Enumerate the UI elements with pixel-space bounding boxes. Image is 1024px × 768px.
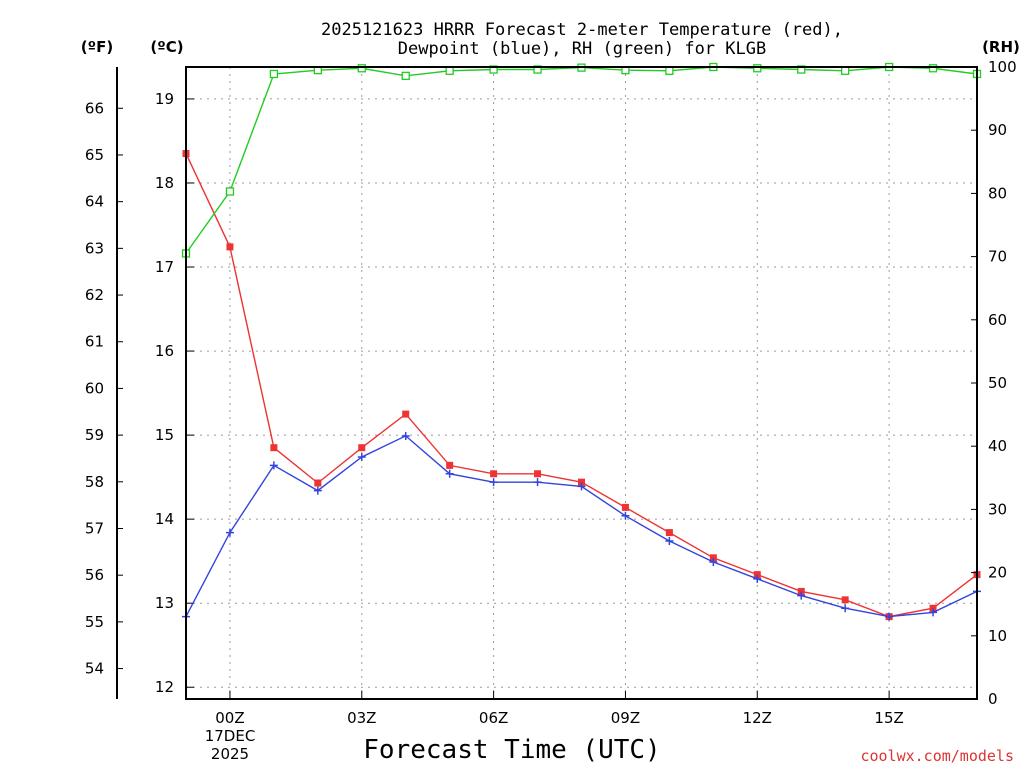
celsius-tick-label: 17 [155,258,174,276]
temperature-point [841,596,849,604]
dewpoint-point [489,478,498,487]
temperature-point [226,243,234,251]
temperature-point [929,604,937,612]
temperature-point [621,503,629,511]
dewpoint-point [621,511,630,520]
rh-point [445,66,454,75]
rh-line [185,66,978,254]
temperature-point [446,461,454,469]
rh-point [928,64,938,73]
rh-point [269,69,279,79]
dewpoint-point [269,461,278,470]
rh-tick-label: 100 [988,58,1017,76]
fahrenheit-tick-label: 55 [85,613,104,631]
rh-point [753,64,762,73]
dewpoint-point [533,478,542,487]
celsius-tick-label: 18 [155,174,174,192]
gridlines [186,67,977,699]
rh-tick-label: 40 [988,437,1007,455]
dewpoint-point [797,591,806,600]
rh-tick-label: 60 [988,311,1007,329]
rh-unit-label: (RH) [982,38,1020,56]
fahrenheit-tick-label: 56 [85,566,104,584]
temperature-point [534,470,542,478]
dewpoint-point [401,431,410,440]
celsius-tick-label: 14 [155,510,174,528]
x-tick-label: 03Z [347,709,376,727]
rh-tick-label: 50 [988,374,1007,392]
celsius-tick-label: 16 [155,342,174,360]
dewpoint-point [357,452,366,461]
date-label-year: 2025 [211,745,249,763]
rh-tick-label: 90 [988,121,1007,139]
rh-tick-label: 0 [988,690,998,708]
fahrenheit-tick-label: 66 [85,99,104,117]
dewpoint-point [313,486,322,495]
credit-text[interactable]: coolwx.com/models [860,747,1014,765]
temperature-point [709,554,717,562]
temperature-point [578,478,585,486]
rh-tick-label: 70 [988,248,1007,266]
celsius-tick-label: 15 [155,426,174,444]
rh-tick-label: 20 [988,564,1007,582]
dewpoint-point [225,528,234,537]
temperature-point [753,571,761,579]
rh-point [357,64,366,73]
rh-tick-label: 30 [988,500,1007,518]
fahrenheit-tick-label: 62 [85,286,104,304]
fahrenheit-tick-label: 54 [85,660,104,678]
temperature-point [490,470,498,478]
dewpoint-point [841,604,850,613]
dewpoint-line [185,435,978,618]
celsius-tick-label: 12 [155,678,174,696]
celsius-tick-label: 19 [155,90,174,108]
fahrenheit-tick-label: 61 [85,333,104,351]
chart-title-line1: 2025121623 HRRR Forecast 2-meter Tempera… [321,20,843,40]
rh-point [401,71,410,80]
x-tick-label: 15Z [874,709,903,727]
celsius-tick-label: 13 [155,594,174,612]
chart-title-line2: Dewpoint (blue), RH (green) for KLGB [398,39,766,59]
celsius-unit-label: (ºC) [150,38,183,56]
temperature-point [797,587,805,595]
fahrenheit-tick-label: 64 [85,193,104,211]
x-tick-label: 12Z [743,709,772,727]
fahrenheit-tick-label: 59 [85,426,104,444]
rh-point [225,187,235,196]
rh-tick-label: 10 [988,627,1007,645]
rh-point [841,66,850,75]
date-label-day: 17DEC [205,727,256,745]
dewpoint-point [885,612,894,621]
fahrenheit-tick-label: 63 [85,239,104,257]
x-tick-label: 06Z [479,709,508,727]
dewpoint-point [929,608,938,617]
temperature-line [185,153,978,618]
dewpoint-point [577,482,586,491]
series-layer [181,62,982,621]
x-tick-label: 09Z [611,709,640,727]
rh-tick-label: 80 [988,184,1007,202]
dewpoint-point [753,574,762,583]
dewpoint-point [709,558,718,567]
x-tick-label: 00Z [215,709,244,727]
rh-point [665,66,674,75]
dewpoint-point [665,537,674,545]
fahrenheit-tick-label: 58 [85,473,104,491]
x-axis-label: Forecast Time (UTC) [363,735,660,765]
temperature-point [665,529,673,537]
fahrenheit-tick-label: 65 [85,146,104,164]
dewpoint-point [445,469,454,478]
temperature-point [314,479,322,487]
fahrenheit-unit-label: (ºF) [81,38,113,56]
temperature-point [270,444,278,452]
temperature-point [402,410,410,418]
fahrenheit-tick-label: 57 [85,519,104,537]
tick-labels: 12 13 14 15 16 17 18 19 00Z 03Z 06Z 09Z 12Z 15Z 54 55 56… [85,58,1017,727]
temperature-point [358,444,366,452]
fahrenheit-tick-label: 60 [85,379,104,397]
